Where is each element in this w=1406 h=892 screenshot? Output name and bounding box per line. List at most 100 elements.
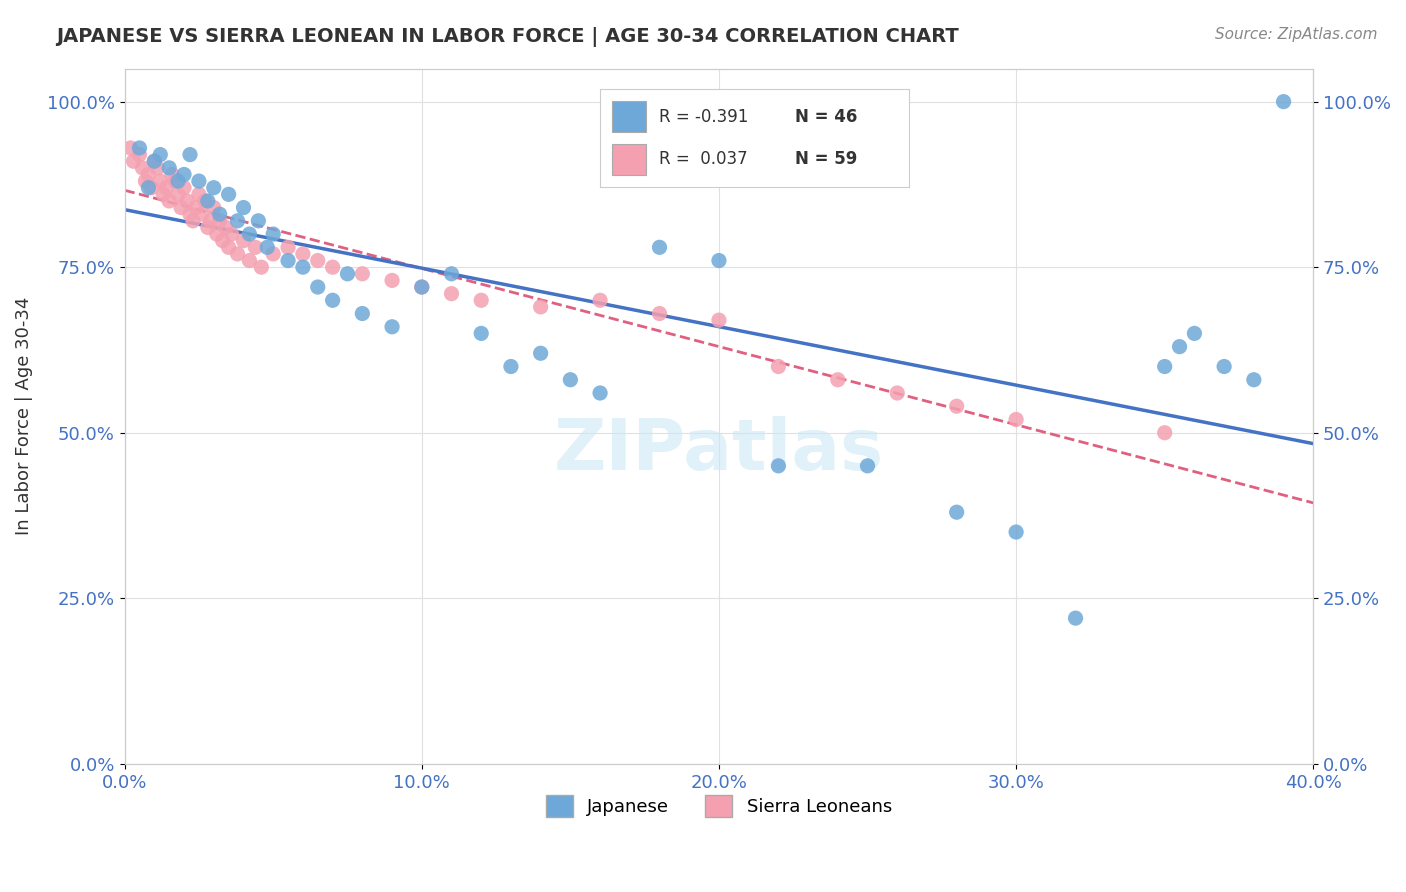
Point — [176, 194, 198, 208]
Point — [187, 174, 209, 188]
Point — [589, 386, 612, 401]
Point — [250, 260, 273, 275]
Text: ZIPatlas: ZIPatlas — [554, 417, 884, 485]
Point — [152, 187, 174, 202]
Point — [167, 174, 190, 188]
Point — [197, 194, 219, 208]
Point — [170, 201, 193, 215]
Point — [768, 458, 790, 473]
Point — [232, 201, 254, 215]
Point — [173, 168, 195, 182]
Point — [856, 458, 879, 473]
Point — [589, 293, 612, 308]
Point — [1005, 524, 1028, 539]
Point — [440, 286, 463, 301]
Point — [218, 187, 240, 202]
Point — [200, 214, 222, 228]
Point — [648, 306, 671, 320]
Point — [238, 253, 260, 268]
Point — [194, 194, 217, 208]
Point — [143, 154, 166, 169]
Point — [184, 201, 207, 215]
Point — [1243, 373, 1265, 387]
Point — [187, 187, 209, 202]
Point — [181, 214, 204, 228]
Point — [1005, 412, 1028, 426]
Point — [238, 227, 260, 241]
Point — [945, 399, 967, 413]
Point — [221, 227, 243, 241]
Point — [352, 267, 374, 281]
Point — [277, 253, 299, 268]
Legend: Japanese, Sierra Leoneans: Japanese, Sierra Leoneans — [538, 788, 900, 824]
Point — [352, 306, 374, 320]
Point — [707, 313, 730, 327]
Point — [155, 180, 177, 194]
Point — [143, 154, 166, 169]
Point — [277, 240, 299, 254]
Point — [179, 207, 201, 221]
Point — [336, 267, 359, 281]
Point — [1064, 611, 1087, 625]
Point — [202, 201, 225, 215]
Point — [208, 207, 231, 221]
Point — [232, 234, 254, 248]
Point — [167, 187, 190, 202]
Point — [134, 174, 156, 188]
Point — [149, 147, 172, 161]
Point — [131, 161, 153, 175]
Point — [191, 207, 214, 221]
Point — [128, 141, 150, 155]
Point — [205, 227, 228, 241]
Point — [173, 180, 195, 194]
Text: JAPANESE VS SIERRA LEONEAN IN LABOR FORCE | AGE 30-34 CORRELATION CHART: JAPANESE VS SIERRA LEONEAN IN LABOR FORC… — [56, 27, 959, 46]
Point — [247, 214, 270, 228]
Point — [128, 147, 150, 161]
Point — [291, 260, 314, 275]
Point — [470, 326, 492, 341]
Point — [157, 161, 180, 175]
Point — [138, 168, 160, 182]
Point — [1168, 340, 1191, 354]
Point — [202, 180, 225, 194]
Point — [179, 147, 201, 161]
Point — [499, 359, 522, 374]
Point — [122, 154, 145, 169]
Point — [138, 180, 160, 194]
Point — [256, 240, 278, 254]
Point — [470, 293, 492, 308]
Y-axis label: In Labor Force | Age 30-34: In Labor Force | Age 30-34 — [15, 297, 32, 535]
Point — [440, 267, 463, 281]
Point — [530, 300, 553, 314]
Point — [322, 293, 344, 308]
Point — [262, 247, 284, 261]
Point — [226, 247, 249, 261]
Point — [120, 141, 142, 155]
Point — [381, 319, 404, 334]
Point — [1272, 95, 1295, 109]
Point — [945, 505, 967, 519]
Point — [214, 220, 236, 235]
Point — [197, 220, 219, 235]
Point — [886, 386, 908, 401]
Point — [322, 260, 344, 275]
Point — [245, 240, 267, 254]
Point — [146, 161, 169, 175]
Text: Source: ZipAtlas.com: Source: ZipAtlas.com — [1215, 27, 1378, 42]
Point — [208, 214, 231, 228]
Point — [560, 373, 582, 387]
Point — [1153, 425, 1175, 440]
Point — [411, 280, 433, 294]
Point — [149, 174, 172, 188]
Point — [411, 280, 433, 294]
Point — [530, 346, 553, 360]
Point — [165, 174, 187, 188]
Point — [307, 253, 329, 268]
Point — [157, 194, 180, 208]
Point — [827, 373, 849, 387]
Point — [1184, 326, 1206, 341]
Point — [141, 180, 163, 194]
Point — [160, 168, 183, 182]
Point — [307, 280, 329, 294]
Point — [218, 240, 240, 254]
